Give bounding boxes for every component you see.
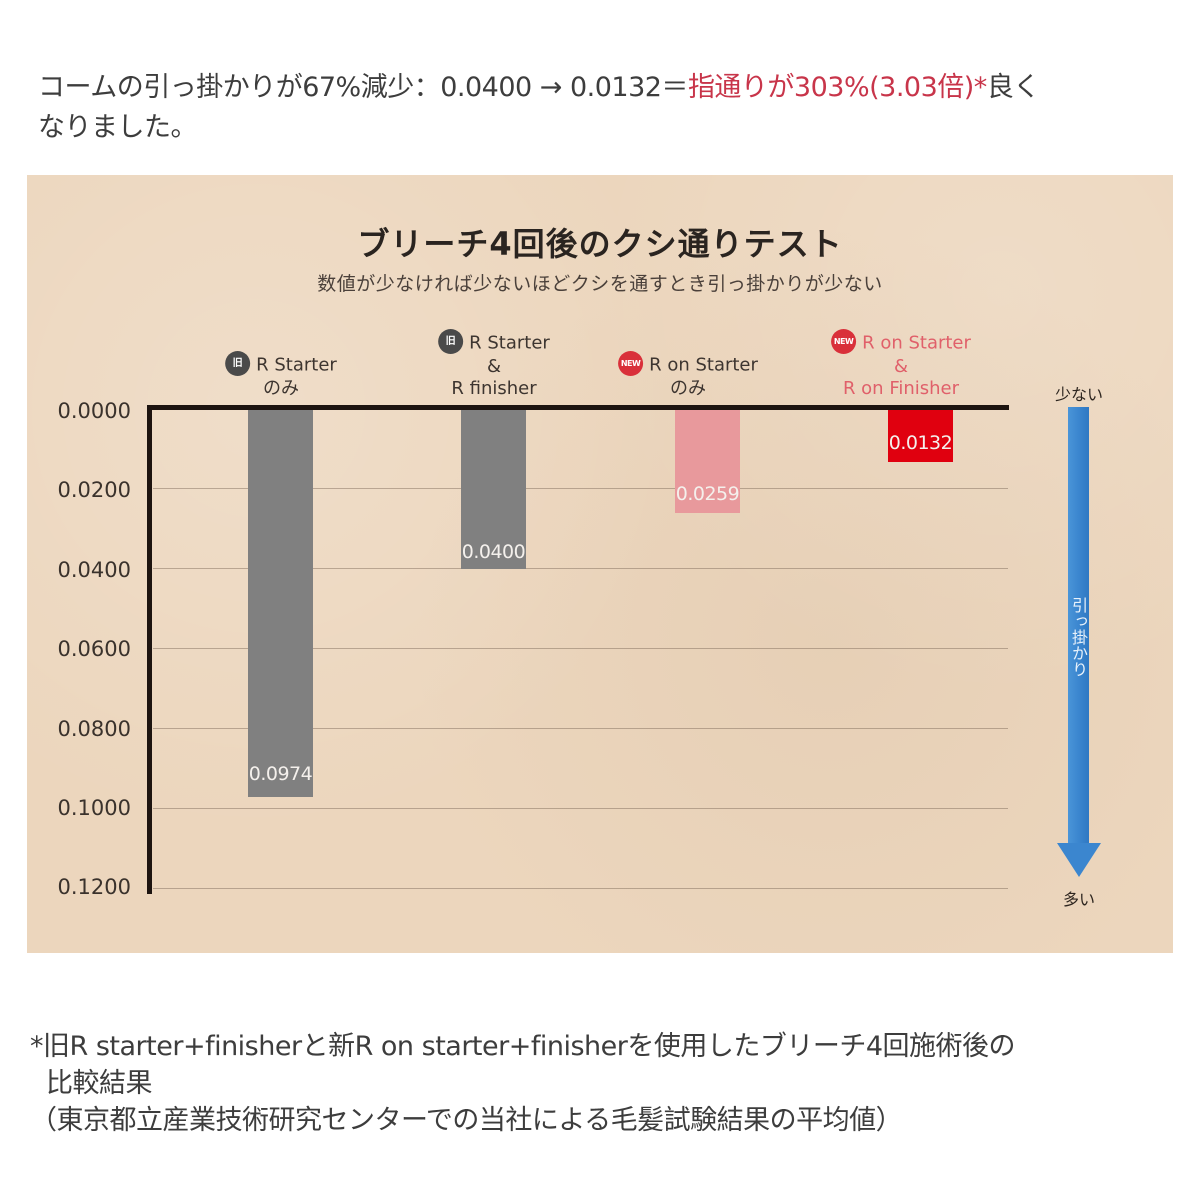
arrow-head-icon bbox=[1057, 843, 1101, 877]
arrow-label: 引っ掛かり bbox=[1069, 597, 1088, 677]
y-tick: 0.0200 bbox=[57, 478, 131, 502]
footnote: *旧R starter+finisherと新R on starter+finis… bbox=[30, 1028, 1180, 1139]
y-axis-line bbox=[147, 407, 152, 894]
arrow-shaft bbox=[1068, 407, 1089, 845]
y-tick: 0.0400 bbox=[57, 558, 131, 582]
category-label-4: NEW R on Starter & R on Finisher bbox=[831, 329, 971, 400]
old-badge-icon: 旧 bbox=[225, 351, 251, 376]
bar-new-starter: 0.0259 bbox=[675, 410, 740, 513]
y-tick: 0.0000 bbox=[57, 399, 131, 423]
intro-part3: 良く bbox=[986, 72, 1041, 103]
intro-part1: コームの引っ掛かりが67%減少：0.0400 → 0.0132＝ bbox=[38, 72, 688, 103]
arrow-bottom-label: 多い bbox=[1062, 890, 1095, 909]
x-axis-baseline bbox=[147, 405, 1009, 410]
intro-highlight: 指通りが303%(3.03倍)* bbox=[687, 72, 987, 103]
category-label-3: NEW R on Starter のみ bbox=[618, 351, 758, 400]
gridline bbox=[153, 568, 1008, 569]
old-badge-icon: 旧 bbox=[438, 329, 464, 354]
footnote-line2: 比較結果 bbox=[46, 1068, 153, 1099]
bar-old-starter-finisher: 0.0400 bbox=[461, 410, 526, 569]
direction-arrow-icon: 引っ掛かり bbox=[1057, 407, 1102, 882]
gridline bbox=[153, 648, 1008, 649]
bar-value-label: 0.0400 bbox=[461, 541, 526, 563]
bar-new-starter-finisher: 0.0132 bbox=[888, 410, 953, 462]
arrow-top-label: 少ない bbox=[1054, 385, 1103, 404]
bar-value-label: 0.0132 bbox=[888, 432, 953, 454]
footnote-line3: （東京都立産業技術研究センターでの当社による毛髪試験結果の平均値） bbox=[30, 1105, 903, 1136]
chart-subtitle: 数値が少なければ少ないほどクシを通すとき引っ掛かりが少ない bbox=[317, 273, 883, 295]
gridline bbox=[153, 888, 1008, 889]
y-tick: 0.1200 bbox=[57, 875, 131, 899]
footnote-line1: *旧R starter+finisherと新R on starter+finis… bbox=[30, 1031, 1016, 1062]
bar-old-starter: 0.0974 bbox=[248, 410, 313, 797]
y-tick: 0.1000 bbox=[57, 796, 131, 820]
new-badge-icon: NEW bbox=[618, 351, 644, 376]
new-badge-icon: NEW bbox=[831, 329, 857, 354]
gridline bbox=[153, 808, 1008, 809]
intro-text: コームの引っ掛かりが67%減少：0.0400 → 0.0132＝指通りが303%… bbox=[38, 68, 1168, 148]
gridline bbox=[153, 728, 1008, 729]
chart-title: ブリーチ4回後のクシ通りテスト bbox=[357, 225, 843, 263]
chart-panel: ブリーチ4回後のクシ通りテスト 数値が少なければ少ないほどクシを通すとき引っ掛か… bbox=[27, 175, 1173, 953]
intro-line2: なりました。 bbox=[38, 112, 198, 143]
gridline bbox=[153, 488, 1008, 489]
bar-value-label: 0.0259 bbox=[675, 483, 740, 505]
bar-value-label: 0.0974 bbox=[248, 763, 313, 785]
y-tick: 0.0800 bbox=[57, 717, 131, 741]
y-tick: 0.0600 bbox=[57, 637, 131, 661]
